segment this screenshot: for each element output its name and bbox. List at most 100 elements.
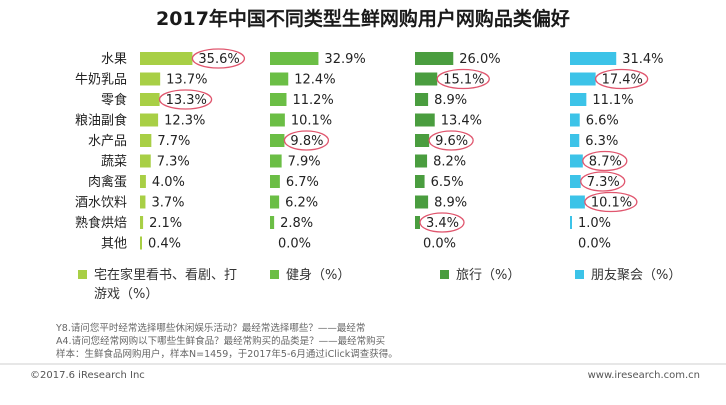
data-label: 10.1% <box>291 114 332 129</box>
data-label: 0.0% <box>578 237 611 252</box>
data-label: 7.7% <box>157 134 190 149</box>
bar <box>270 195 280 209</box>
data-label: 26.0% <box>459 52 500 67</box>
legend-swatch <box>270 270 279 279</box>
data-label: 31.4% <box>622 52 663 67</box>
bar <box>270 154 282 168</box>
bar <box>270 72 289 86</box>
footer-copyright: ©2017.6 iResearch Inc <box>30 370 145 381</box>
data-label: 7.9% <box>288 155 321 170</box>
legend-label: 朋友聚会（%） <box>591 267 681 283</box>
chart-title: 2017年中国不同类型生鲜网购用户网购品类偏好 <box>156 7 570 30</box>
data-label: 6.7% <box>286 175 319 190</box>
highlight-circle <box>428 130 474 151</box>
bar <box>140 134 152 147</box>
bar <box>570 154 583 168</box>
data-label: 6.6% <box>586 114 619 129</box>
bar <box>140 52 193 65</box>
series-panel: 31.4% 17.4% 11.1% 6.6% 6.3% 8.7% 7.3% 10.1% 1.0%… <box>570 52 664 252</box>
bar <box>415 52 454 65</box>
data-label: 1.0% <box>578 216 611 231</box>
legend-label: 游戏（%） <box>94 287 158 302</box>
legend-item: 旅行（%） <box>440 268 520 283</box>
series-panel: 26.0% 15.1% 8.9% 13.4% 9.6% 8.2% 6.5% 8.9% 3.4% 0… <box>415 52 501 252</box>
data-label: 11.2% <box>292 93 333 108</box>
legend-item: 朋友聚会（%） <box>575 267 681 283</box>
bar <box>570 134 580 147</box>
legend-item: 健身（%） <box>270 267 350 283</box>
highlight-circle <box>594 68 649 90</box>
category-label: 水产品 <box>88 134 127 149</box>
bar <box>140 113 159 127</box>
note-line-3: 样本：生鲜食品网购用户，样本N=1459，于2017年5-6月通过iClick调… <box>56 348 398 360</box>
legend-label: 宅在家里看书、看剧、打 <box>94 267 237 283</box>
notes: Y8.请问您平时经常选择哪些休闲娱乐活动？最经常选择哪些？——最经常 A4.请问… <box>55 322 398 360</box>
bar <box>570 52 617 65</box>
data-label: 15.1% <box>443 73 484 88</box>
data-label: 2.1% <box>149 216 182 231</box>
bar <box>415 113 435 127</box>
legend-label: 旅行（%） <box>456 268 520 283</box>
bar <box>570 175 581 188</box>
footer-website: www.iresearch.com.cn <box>588 370 700 381</box>
data-label: 0.0% <box>278 237 311 252</box>
series-panels: 35.6% 13.7% 13.3% 12.3% 7.7% 7.3% 4.0% 3.7% 2.1%… <box>140 48 664 252</box>
data-label: 0.4% <box>148 237 181 252</box>
bar <box>140 154 151 168</box>
highlight-circle <box>283 130 330 151</box>
bar <box>570 93 587 106</box>
data-label: 3.7% <box>151 196 184 211</box>
category-label: 酒水饮料 <box>75 196 127 211</box>
highlight-circle <box>436 68 490 90</box>
data-label: 9.8% <box>290 134 323 149</box>
bar <box>270 134 285 147</box>
highlight-circle <box>582 150 628 172</box>
bar <box>570 113 580 127</box>
data-label: 10.1% <box>591 196 632 211</box>
data-label: 12.4% <box>294 73 335 88</box>
category-label: 肉禽蛋 <box>88 174 127 190</box>
data-label: 13.3% <box>166 93 207 108</box>
bar <box>415 134 430 147</box>
bar <box>270 93 287 106</box>
data-label: 6.5% <box>431 175 464 190</box>
bar <box>415 216 421 229</box>
series-panel: 35.6% 13.7% 13.3% 12.3% 7.7% 7.3% 4.0% 3.7% 2.1%… <box>140 48 246 252</box>
data-label: 12.3% <box>164 114 205 129</box>
bar <box>140 175 146 188</box>
bar <box>570 72 596 86</box>
bar <box>140 195 146 209</box>
category-label: 零食 <box>101 92 127 108</box>
data-label: 0.0% <box>423 237 456 252</box>
note-line-1: Y8.请问您平时经常选择哪些休闲娱乐活动？最经常选择哪些？——最经常 <box>55 322 365 334</box>
legend-swatch <box>78 270 87 279</box>
category-label: 其他 <box>101 237 127 252</box>
highlight-circle <box>419 212 465 233</box>
bar <box>570 216 572 229</box>
bar <box>140 236 142 250</box>
category-label: 水果 <box>101 52 127 67</box>
bar <box>415 175 425 188</box>
bar <box>415 93 429 106</box>
legend-item: 宅在家里看书、看剧、打游戏（%） <box>78 267 237 302</box>
highlight-circle <box>191 48 246 69</box>
highlight-circle <box>158 89 213 110</box>
data-label: 8.2% <box>433 155 466 170</box>
data-label: 7.3% <box>587 175 620 190</box>
legend-label: 健身（%） <box>286 267 350 283</box>
bar <box>140 72 161 86</box>
data-label: 11.1% <box>592 93 633 108</box>
category-label: 熟食烘焙 <box>75 215 127 231</box>
data-label: 9.6% <box>435 134 468 149</box>
category-label: 粮油副食 <box>75 113 127 129</box>
legend-swatch <box>440 270 449 279</box>
data-label: 8.7% <box>589 155 622 170</box>
data-label: 8.9% <box>434 93 467 108</box>
bar <box>140 93 160 106</box>
category-label: 蔬菜 <box>101 155 127 170</box>
data-label: 6.2% <box>285 196 318 211</box>
data-label: 13.4% <box>441 114 482 129</box>
bar <box>270 175 280 188</box>
